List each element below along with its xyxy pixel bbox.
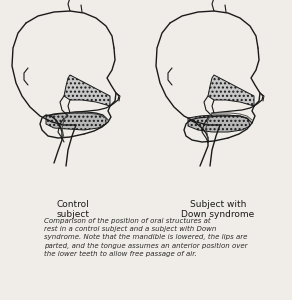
Polygon shape (64, 75, 110, 106)
Polygon shape (208, 75, 254, 106)
Text: Comparison of the position of oral structures at
rest in a control subject and a: Comparison of the position of oral struc… (44, 218, 248, 257)
Text: Control
subject: Control subject (56, 200, 90, 219)
Text: Subject with
Down syndrome: Subject with Down syndrome (181, 200, 255, 219)
Polygon shape (188, 115, 250, 132)
Polygon shape (46, 113, 106, 130)
